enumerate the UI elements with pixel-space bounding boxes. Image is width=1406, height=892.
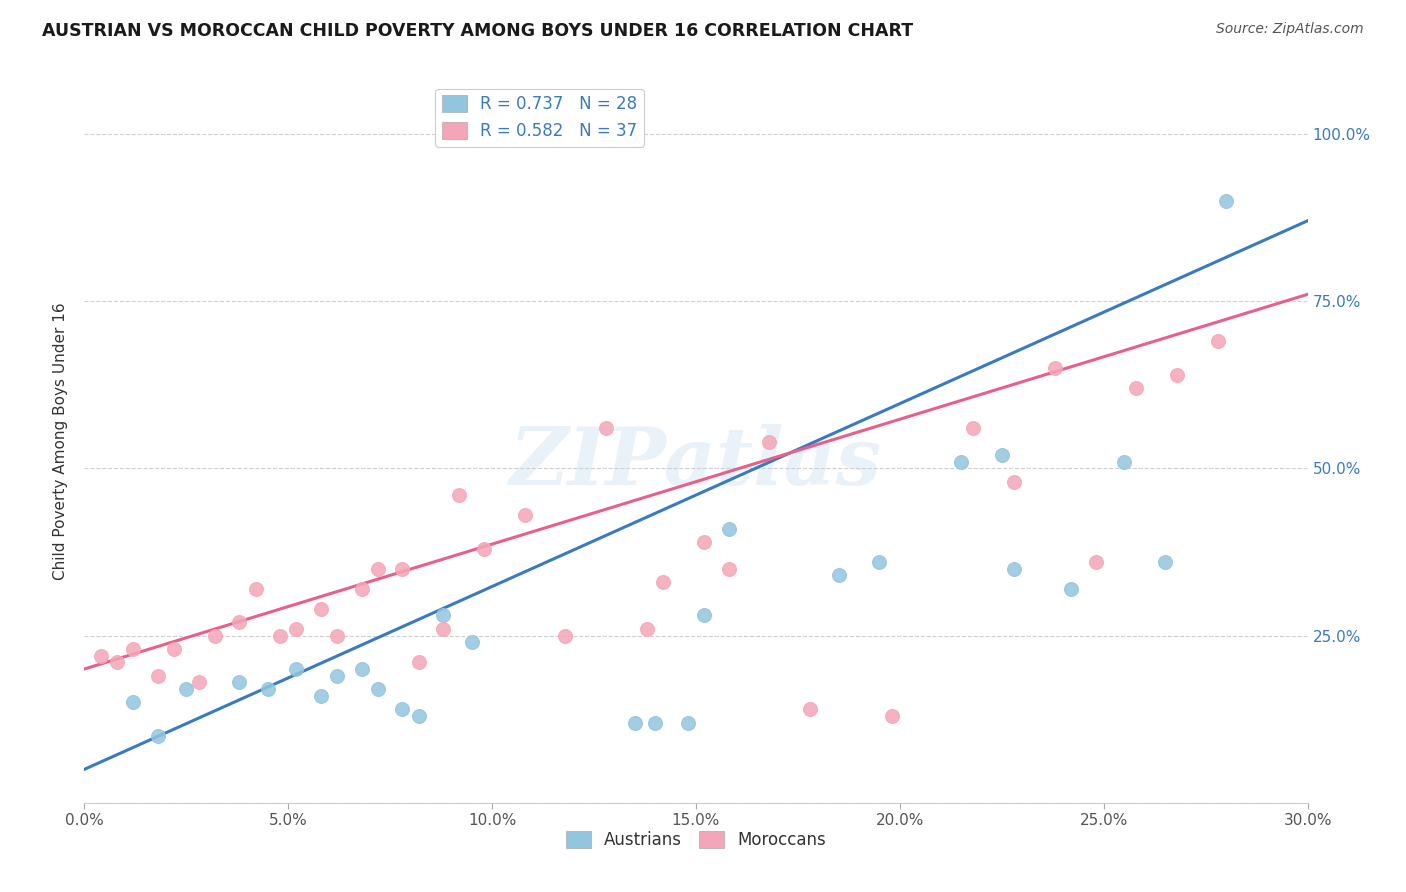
Point bbox=[391, 702, 413, 716]
Point bbox=[1166, 368, 1188, 382]
Point bbox=[122, 696, 145, 710]
Point bbox=[950, 455, 973, 469]
Point bbox=[257, 681, 280, 696]
Point bbox=[962, 421, 984, 435]
Point bbox=[350, 582, 373, 596]
Text: ZIPatlas: ZIPatlas bbox=[510, 425, 882, 502]
Point bbox=[367, 681, 389, 696]
Point bbox=[163, 642, 186, 657]
Point bbox=[174, 681, 197, 696]
Point bbox=[146, 729, 169, 743]
Legend: Austrians, Moroccans: Austrians, Moroccans bbox=[560, 824, 832, 856]
Point bbox=[432, 622, 454, 636]
Point bbox=[367, 562, 389, 576]
Text: Source: ZipAtlas.com: Source: ZipAtlas.com bbox=[1216, 22, 1364, 37]
Point bbox=[644, 715, 666, 730]
Point bbox=[828, 568, 851, 582]
Point bbox=[652, 575, 675, 590]
Point bbox=[799, 702, 821, 716]
Point bbox=[624, 715, 647, 730]
Text: AUSTRIAN VS MOROCCAN CHILD POVERTY AMONG BOYS UNDER 16 CORRELATION CHART: AUSTRIAN VS MOROCCAN CHILD POVERTY AMONG… bbox=[42, 22, 914, 40]
Point bbox=[326, 669, 349, 683]
Point bbox=[991, 448, 1014, 462]
Point bbox=[513, 508, 536, 523]
Point bbox=[676, 715, 699, 730]
Point bbox=[472, 541, 495, 556]
Point bbox=[1125, 381, 1147, 395]
Point bbox=[717, 562, 740, 576]
Point bbox=[1114, 455, 1136, 469]
Point bbox=[636, 622, 658, 636]
Point bbox=[146, 669, 169, 683]
Point bbox=[1002, 562, 1025, 576]
Point bbox=[245, 582, 267, 596]
Point bbox=[717, 521, 740, 535]
Point bbox=[758, 434, 780, 449]
Point bbox=[326, 628, 349, 642]
Point bbox=[1002, 475, 1025, 489]
Point bbox=[228, 615, 250, 630]
Point bbox=[869, 555, 891, 569]
Point bbox=[204, 628, 226, 642]
Point bbox=[1043, 361, 1066, 376]
Point bbox=[432, 608, 454, 623]
Point bbox=[880, 708, 903, 723]
Point bbox=[122, 642, 145, 657]
Point bbox=[461, 635, 484, 649]
Point bbox=[1215, 194, 1237, 208]
Point bbox=[391, 562, 413, 576]
Y-axis label: Child Poverty Among Boys Under 16: Child Poverty Among Boys Under 16 bbox=[53, 302, 69, 581]
Point bbox=[1060, 582, 1083, 596]
Point bbox=[1206, 334, 1229, 349]
Point bbox=[554, 628, 576, 642]
Point bbox=[408, 655, 430, 669]
Point bbox=[449, 488, 471, 502]
Point bbox=[309, 602, 332, 616]
Point bbox=[595, 421, 617, 435]
Point bbox=[90, 648, 112, 663]
Point bbox=[1084, 555, 1107, 569]
Point bbox=[285, 622, 308, 636]
Point bbox=[693, 608, 716, 623]
Point bbox=[228, 675, 250, 690]
Point bbox=[350, 662, 373, 676]
Point bbox=[105, 655, 128, 669]
Point bbox=[285, 662, 308, 676]
Point bbox=[408, 708, 430, 723]
Point bbox=[269, 628, 291, 642]
Point bbox=[693, 534, 716, 549]
Point bbox=[187, 675, 209, 690]
Point bbox=[1154, 555, 1177, 569]
Point bbox=[309, 689, 332, 703]
